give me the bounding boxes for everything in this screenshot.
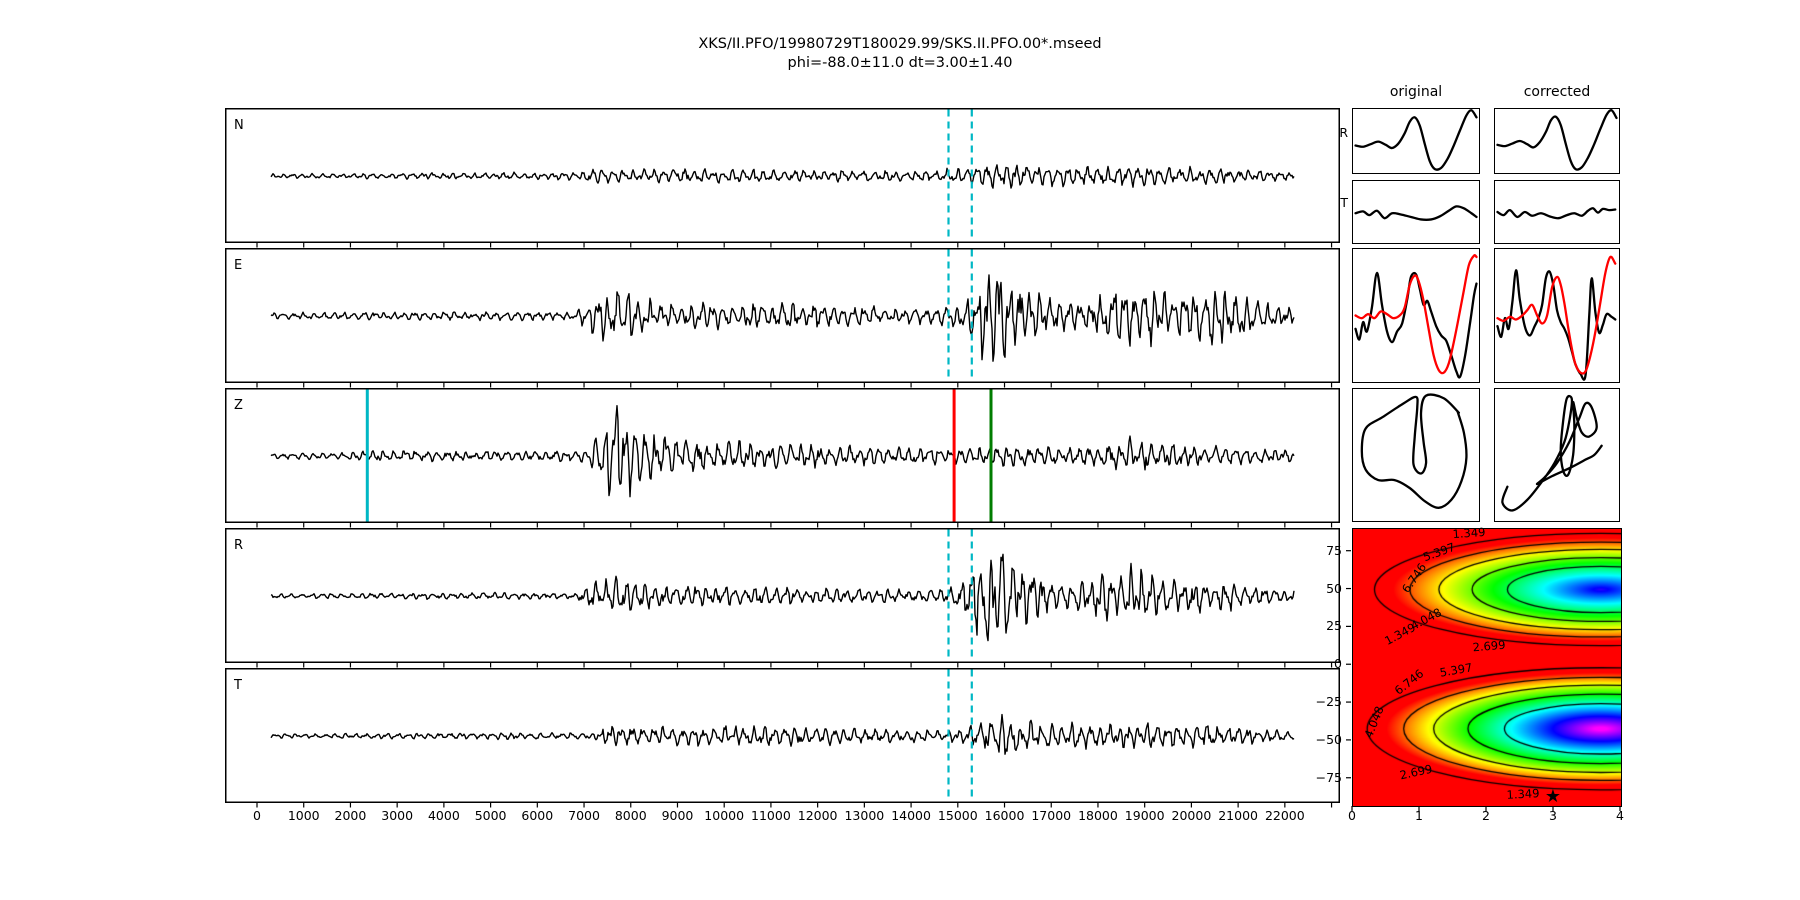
radial-pulse-corrected-curve [1497,110,1616,169]
radial-pulse-original [1352,108,1480,174]
fast-slow-overlay-original-slow-curve [1356,255,1477,373]
radial-pulse-corrected [1494,108,1620,174]
surface-x-label-0: 0 [1348,808,1356,823]
panel-label-N: N [234,118,244,133]
time-tick-label-3000: 3000 [381,808,414,823]
time-tick-label-12000: 12000 [797,808,838,823]
transverse-pulse-original [1352,180,1480,244]
time-tick-label-18000: 18000 [1078,808,1118,823]
particle-motion-corrected-curve [1502,396,1601,510]
time-tick-label-15000: 15000 [937,808,978,823]
waveform-svg-Z: Z [225,388,1340,523]
fast-slow-overlay-corrected-fast-curve [1497,270,1615,379]
waveform-svg-R: R [225,528,1340,663]
panel-label-T: T [233,678,242,693]
time-tick-label-6000: 6000 [521,808,554,823]
surface-y-label--25: −25 [1315,694,1342,710]
time-tick-label-2000: 2000 [334,808,367,823]
time-tick-label-4000: 4000 [427,808,460,823]
time-tick-label-13000: 13000 [844,808,885,823]
radial-pulse-corrected-svg [1495,109,1619,173]
surface-y-label--50: −50 [1315,731,1342,747]
error-surface-plot [1352,528,1622,807]
particle-motion-corrected [1494,388,1620,522]
fast-slow-overlay-original [1352,248,1480,383]
radial-pulse-original-svg [1353,109,1479,173]
time-tick-label-16000: 16000 [984,808,1025,823]
best-solution-star-icon: ★ [1544,786,1562,808]
seismic-trace-Z [270,405,1295,498]
time-tick-label-0: 0 [253,808,261,823]
surface-y-label--75: −75 [1315,769,1342,785]
transverse-pulse-corrected [1494,180,1620,244]
time-tick-label-22000: 22000 [1264,808,1305,823]
surface-y-label-50: 50 [1326,580,1342,596]
seismic-trace-N [270,164,1295,189]
particle-motion-original [1352,388,1480,522]
figure-title: XKS/II.PFO/19980729T180029.99/SKS.II.PFO… [698,36,1102,52]
surface-x-label-4: 4 [1616,808,1624,823]
panel-label-E: E [234,258,242,273]
particle-motion-corrected-svg [1495,389,1619,521]
panel-label-R: R [234,538,243,553]
time-tick-label-5000: 5000 [474,808,507,823]
transverse-pulse-corrected-curve [1497,208,1615,218]
contour-label-10: 1.349 [1506,786,1540,803]
seismic-trace-E [270,274,1295,362]
fast-slow-overlay-original-svg [1353,249,1479,382]
comparison-row-label-T: T [1340,195,1348,210]
fast-slow-overlay-corrected-slow-curve [1497,257,1615,374]
surface-y-label-25: 25 [1326,618,1342,634]
waveform-panel-E: E [225,248,1340,383]
waveform-svg-E: E [225,248,1340,383]
waveform-panel-R: R [225,528,1340,663]
time-tick-label-21000: 21000 [1218,808,1258,823]
transverse-pulse-original-svg [1353,181,1479,243]
contour-label-5: 2.699 [1472,637,1507,655]
surface-y-label-0: 0 [1334,656,1342,672]
time-tick-label-8000: 8000 [614,808,647,823]
figure-subtitle: phi=-88.0±11.0 dt=3.00±1.40 [787,55,1013,71]
surface-x-label-2: 2 [1482,808,1490,823]
waveform-panel-N: N [225,108,1340,243]
fast-slow-overlay-corrected [1494,248,1620,383]
particle-motion-original-svg [1353,389,1479,521]
error-surface-canvas [1353,529,1621,806]
panel-label-Z: Z [234,398,243,413]
transverse-pulse-corrected-svg [1495,181,1619,243]
contour-label-0: 1.349 [1452,524,1487,541]
waveform-svg-N: N [225,108,1340,243]
time-tick-label-10000: 10000 [704,808,745,823]
surface-x-label-1: 1 [1415,808,1423,823]
surface-y-label-75: 75 [1326,542,1342,558]
particle-motion-original-curve [1362,395,1467,508]
time-tick-label-1000: 1000 [287,808,320,823]
transverse-pulse-original-curve [1356,206,1477,219]
time-tick-label-19000: 19000 [1124,808,1165,823]
waveform-panel-Z: Z [225,388,1340,523]
waveform-panel-T: T [225,668,1340,803]
comparison-row-label-R: R [1339,125,1348,140]
radial-pulse-original-curve [1356,110,1477,169]
time-tick-label-9000: 9000 [661,808,694,823]
waveform-svg-T: T [225,668,1340,803]
time-tick-label-17000: 17000 [1031,808,1072,823]
fast-slow-overlay-corrected-svg [1495,249,1619,382]
time-tick-label-7000: 7000 [568,808,600,823]
time-tick-label-11000: 11000 [751,808,791,823]
time-tick-label-14000: 14000 [891,808,931,823]
seismic-trace-R [270,553,1295,642]
time-tick-label-20000: 20000 [1171,808,1212,823]
column-header-original: original [1389,84,1443,100]
column-header-corrected: corrected [1523,84,1591,100]
seismic-trace-T [270,713,1295,755]
surface-x-label-3: 3 [1549,808,1557,823]
